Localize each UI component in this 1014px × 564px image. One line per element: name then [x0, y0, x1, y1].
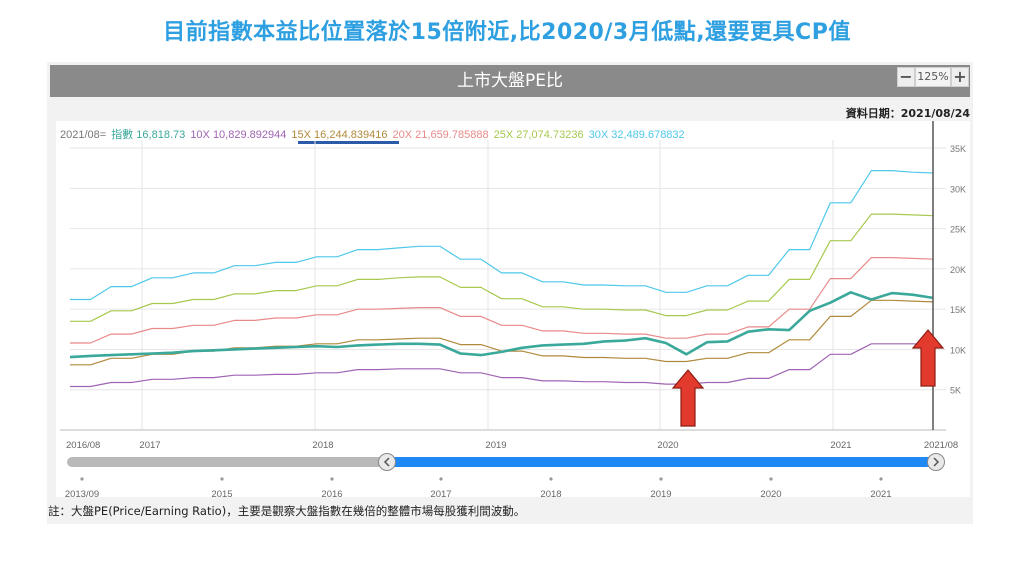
x-tick-label: 2016/08 [66, 440, 100, 451]
legend-item-10x[interactable]: 10X 10,829.892944 [190, 129, 287, 141]
y-tick-label: 20K [950, 265, 966, 275]
y-tick-label: 30K [950, 184, 966, 194]
red-up-arrow-2021-current [911, 329, 945, 387]
navigator-dot [879, 477, 883, 481]
y-tick-label: 35K [950, 144, 966, 154]
navigator-dot [549, 477, 553, 481]
page-headline: 目前指數本益比位置落於15倍附近,比2020/3月低點,還要更具CP值 [163, 20, 851, 45]
footnote: 註：大盤PE(Price/Earning Ratio)，主要是觀察大盤指數在幾倍… [48, 504, 526, 518]
legend-item-25x[interactable]: 25X 27,074.73236 [493, 129, 584, 141]
navigator-track [67, 457, 387, 467]
navigator-tick-label: 2019 [650, 489, 671, 500]
chevron-left-icon [383, 457, 390, 467]
navigator-dot [659, 477, 663, 481]
chart-title: 上市大盤PE比 [50, 65, 970, 97]
series-line-指數 [69, 290, 934, 359]
x-tick-label: 2017 [139, 440, 160, 451]
chevron-right-icon [933, 457, 940, 467]
zoom-out-button[interactable]: − [897, 67, 915, 87]
navigator-dot [769, 477, 773, 481]
y-tick-label: 10K [950, 345, 966, 355]
series-line-15X [70, 299, 934, 366]
legend-item-15x[interactable]: 15X 16,244.839416 [291, 129, 388, 141]
y-tick-label: 25K [950, 225, 966, 235]
navigator-tick-label: 2015 [211, 489, 232, 500]
y-tick-label: 15K [950, 305, 966, 315]
navigator-tick-label: 2020 [760, 489, 781, 500]
navigator-dot [330, 477, 334, 481]
data-date: 資料日期：2021/08/24 [845, 107, 970, 120]
navigator-tick-label: 2021 [870, 489, 891, 500]
navigator-tick-label: 2018 [540, 489, 561, 500]
x-tick-label: 2018 [312, 440, 333, 451]
x-tick-label: 2019 [485, 440, 506, 451]
navigator-tick-label: 2017 [430, 489, 451, 500]
navigator-dot [439, 477, 443, 481]
legend-item-20x[interactable]: 20X 21,659.785888 [392, 129, 489, 141]
navigator-selection [388, 457, 936, 467]
y-tick-label: 5K [950, 386, 961, 396]
zoom-level: 125% [915, 67, 951, 87]
red-up-arrow-2020-low [671, 369, 705, 427]
navigator-tick-label: 2016 [321, 489, 342, 500]
x-tick-label: 2021 [830, 440, 851, 451]
navigator-dot [80, 477, 84, 481]
navigator-right-handle [927, 453, 945, 471]
legend-15x-highlight [298, 141, 399, 144]
navigator-dot [220, 477, 224, 481]
x-tick-label: 2020 [657, 440, 678, 451]
navigator-left-handle [378, 453, 396, 471]
series-line-10X [70, 343, 934, 388]
legend-item-30x[interactable]: 30X 32,489.678832 [588, 129, 685, 141]
navigator-tick-label: 2013/09 [65, 489, 99, 500]
legend: 2021/08= 指數 16,818.73 10X 10,829.892944 … [60, 126, 687, 142]
legend-prefix: 2021/08= [60, 129, 107, 141]
series-line-30X [70, 170, 934, 301]
zoom-in-button[interactable]: + [951, 67, 969, 87]
x-tick-label: 2021/08 [924, 440, 958, 451]
series-line-20X [70, 257, 934, 344]
legend-item-index[interactable]: 指數 16,818.73 [111, 129, 186, 141]
series-line-25X [70, 213, 934, 322]
